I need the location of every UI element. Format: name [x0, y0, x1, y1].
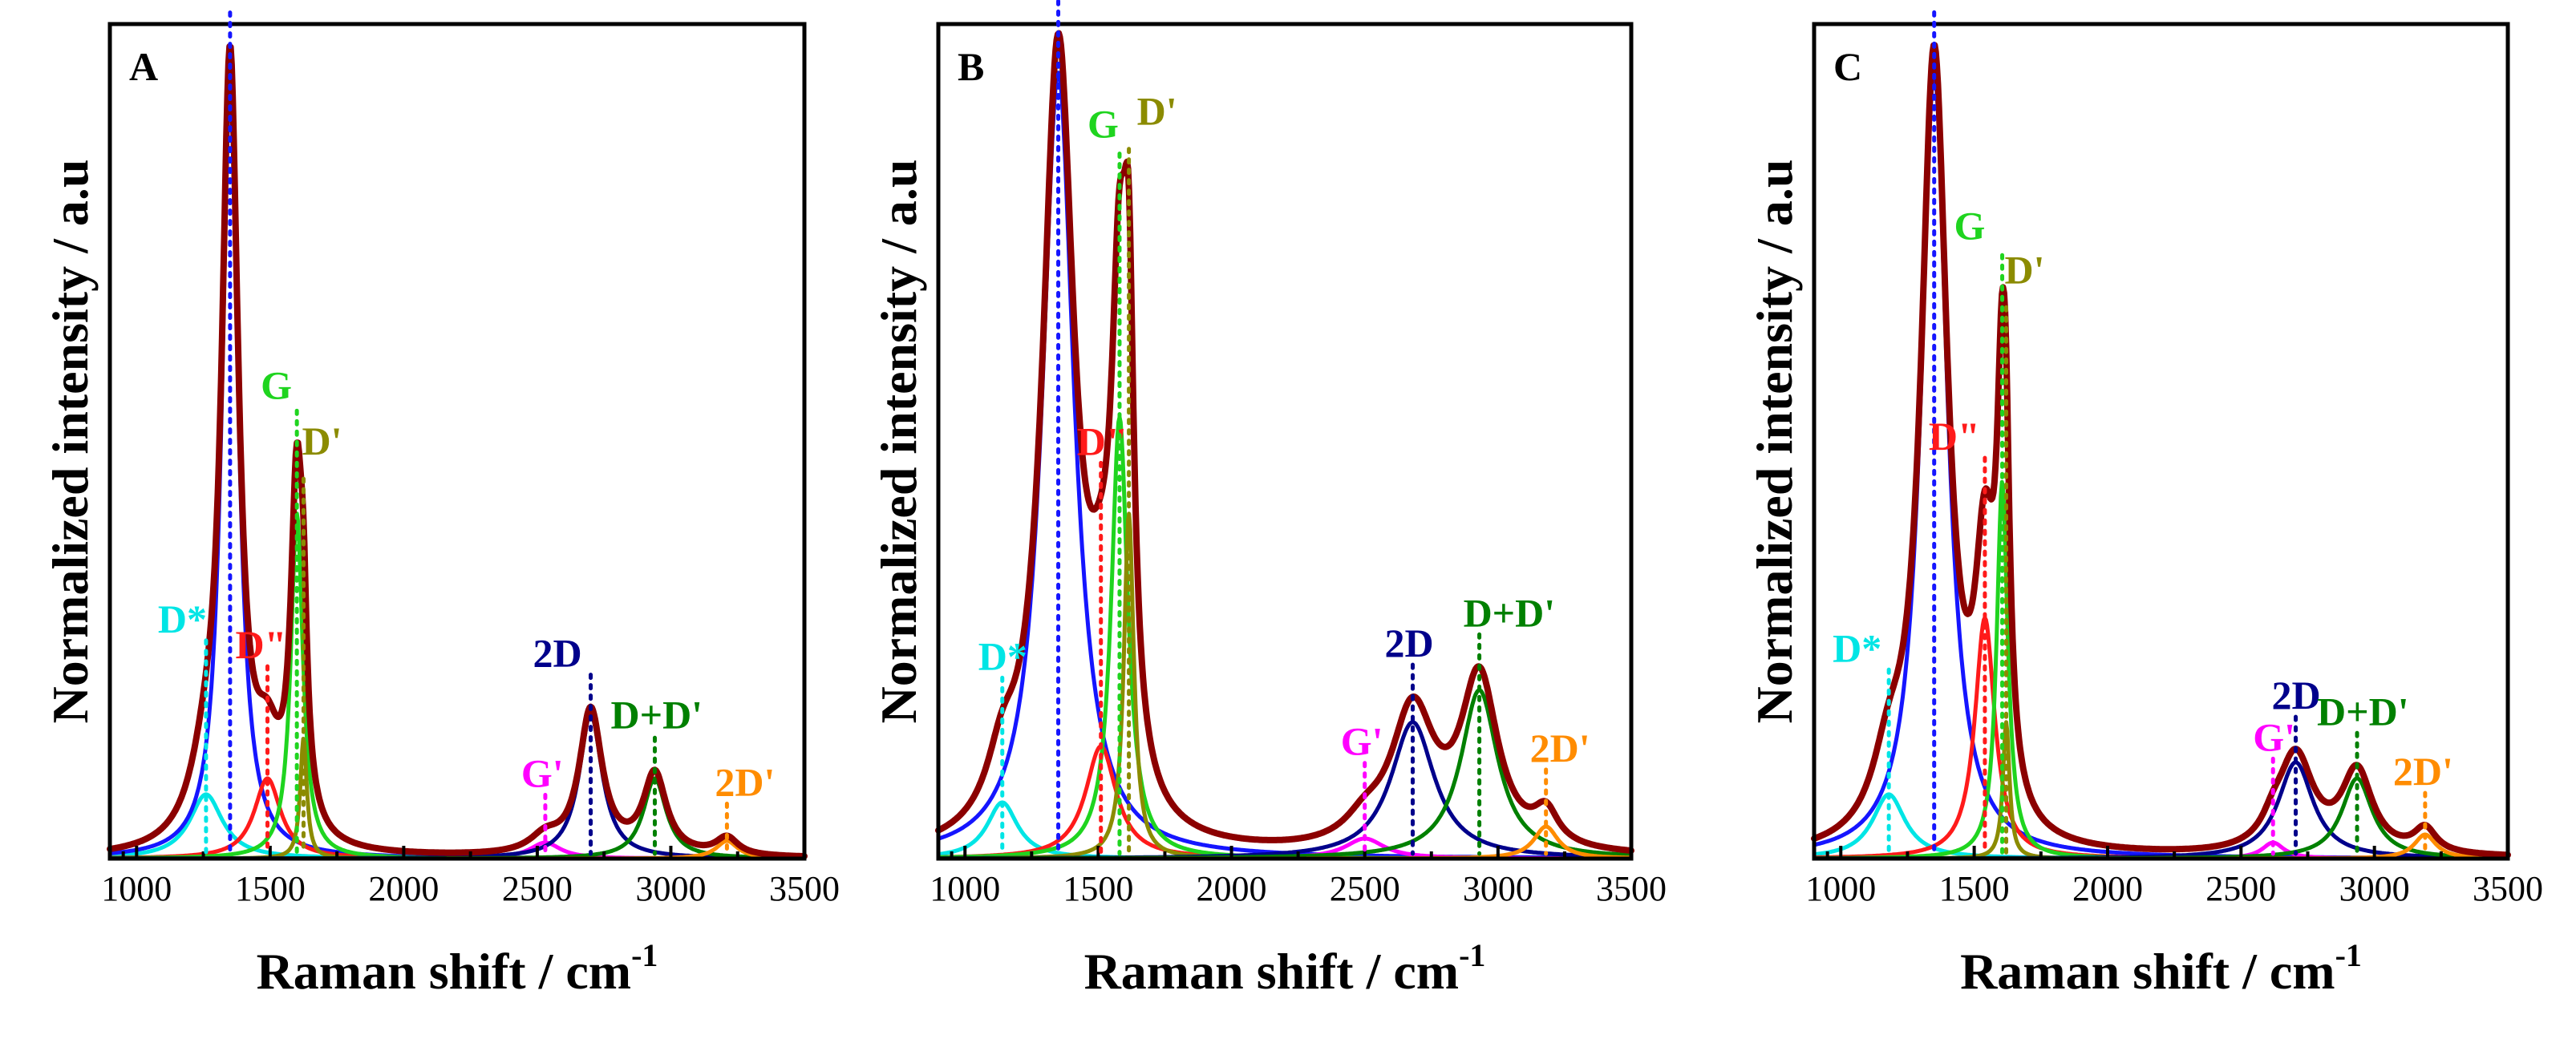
curve-d [107, 88, 807, 861]
x-tick-label: 3000 [635, 869, 706, 908]
peak-label-g-prime: G' [2253, 714, 2295, 759]
x-tick-label: 1000 [101, 869, 172, 908]
panel-letter: A [129, 44, 158, 89]
plot-frame [936, 22, 1634, 861]
peak-label-d-star: D* [978, 633, 1027, 678]
peak-label-2d-prime: 2D' [2393, 749, 2453, 794]
peak-label-2d: 2D [2272, 673, 2321, 718]
peak-label-g-prime: G' [1341, 719, 1383, 764]
peak-label-g: G [1088, 102, 1119, 147]
peak-label-2d: 2D [1385, 621, 1434, 665]
panel-b-chart: 1000 1500 2000 2500 3000 3500 Raman shift / cm… [870, 0, 1667, 1000]
x-axis-title: Raman shift / cm-1 [1084, 937, 1486, 1000]
peak-label-d-prime: D' [302, 418, 342, 463]
peak-label-d-star: D* [1833, 625, 1881, 670]
peak-label-d-star: D* [158, 596, 207, 641]
x-axis-title-superscript: -1 [2335, 937, 2362, 973]
x-tick-label: 1000 [930, 869, 1000, 908]
peak-label-2d: 2D [533, 631, 582, 676]
x-tick-label: 2000 [2072, 869, 2143, 908]
panel-letter: C [1833, 44, 1862, 89]
plot-frame [107, 22, 807, 861]
x-tick-label: 2500 [502, 869, 573, 908]
x-tick-label: 2500 [2205, 869, 2276, 908]
x-tick-label: 1500 [235, 869, 306, 908]
curve-d [936, 71, 1634, 860]
x-tick-label: 3500 [769, 869, 840, 908]
curve-g [1812, 479, 2510, 861]
peak-label-g: G [261, 362, 292, 407]
x-tick-label: 1000 [1805, 869, 1876, 908]
curve-cumulative-fit [1811, 42, 2511, 859]
panel-a-chart: 1000 1500 2000 2500 3000 3500 Raman shift / cm… [42, 10, 840, 1000]
curve-g [936, 414, 1634, 861]
peak-label-2d-prime: 2D' [1530, 726, 1590, 770]
curve-cumulative-fit [107, 42, 808, 859]
peak-label-d-prime: D' [1137, 89, 1177, 134]
x-tick-label: 2000 [368, 869, 439, 908]
x-axis-title-superscript: -1 [631, 937, 658, 973]
curve-d-prime [107, 737, 807, 861]
x-tick-label: 2500 [1330, 869, 1400, 908]
x-tick-label: 3500 [1596, 869, 1667, 908]
x-tick-label: 1500 [1063, 869, 1133, 908]
y-axis-title: Normalized intensity / a.u [1746, 160, 1803, 724]
panel-letter: B [958, 44, 984, 89]
x-tick-label: 2000 [1197, 869, 1267, 908]
x-axis-title-superscript: -1 [1459, 937, 1485, 973]
plot-frame [1812, 22, 2510, 861]
x-tick-label: 1500 [1939, 869, 2010, 908]
curve-d-double-prime [1812, 616, 2510, 861]
panel-c-chart: 1000 1500 2000 2500 3000 3500 Raman shift / cm… [1746, 10, 2543, 1000]
peak-label-d-plus-d-prime: D+D' [1464, 590, 1556, 635]
y-axis-title: Normalized intensity / a.u [42, 160, 99, 724]
peak-label-d-double-prime: D" [1929, 414, 1980, 459]
x-tick-label: 3500 [2473, 869, 2543, 908]
x-tick-label: 3000 [2339, 869, 2410, 908]
peak-label-g: G [1954, 203, 1986, 248]
peak-label-d-plus-d-prime: D+D' [610, 692, 703, 737]
curve-d-plus-d-prime [936, 688, 1634, 861]
curve-cumulative-fit [935, 30, 1634, 854]
peak-label-d-prime: D' [2005, 247, 2045, 292]
curve-d-star [107, 792, 807, 861]
y-axis-title: Normalized intensity / a.u [870, 160, 927, 724]
peak-label-d-plus-d-prime: D+D' [2317, 689, 2409, 734]
peak-label-d-double-prime: D" [236, 622, 287, 667]
peak-label-2d-prime: 2D' [715, 759, 775, 804]
peak-label-g-prime: G' [521, 751, 564, 796]
x-axis-title: Raman shift / cm-1 [257, 937, 658, 1000]
x-tick-label: 3000 [1463, 869, 1533, 908]
x-axis-title: Raman shift / cm-1 [1960, 937, 2362, 1000]
